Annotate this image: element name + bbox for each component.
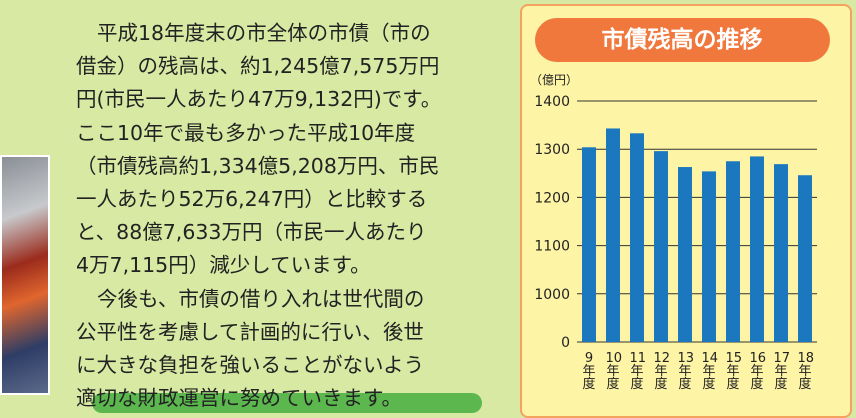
x-tick-label: 9年度	[582, 352, 597, 391]
x-tick-label: 16年度	[750, 352, 765, 391]
bar	[750, 156, 764, 342]
chart: 市債残高の推移 （億円） 0 1000 1100 1200 1300 1400	[0, 0, 856, 401]
x-tick-label: 10年度	[606, 352, 621, 391]
y-tick-label: 1300	[534, 142, 570, 158]
x-tick-label: 11年度	[630, 352, 645, 391]
bar	[582, 147, 596, 342]
y-tick-label: 1100	[534, 239, 570, 255]
x-tick-label: 17年度	[774, 352, 789, 391]
x-tick-label: 15年度	[726, 352, 741, 391]
y-tick-label: 1000	[534, 287, 570, 303]
bar	[654, 151, 668, 342]
bar	[774, 164, 788, 342]
bar	[798, 175, 812, 342]
bar	[630, 133, 644, 342]
x-tick-label: 18年度	[798, 352, 813, 391]
bar	[702, 171, 716, 342]
chart-title: 市債残高の推移	[602, 26, 763, 53]
x-tick-label: 14年度	[702, 352, 717, 391]
y-tick-label: 1400	[534, 94, 570, 110]
page: 平成18年度末の市全体の市債（市の借金）の残高は、約1,245億7,575万円円…	[0, 0, 856, 401]
y-tick-label: 1200	[534, 190, 570, 206]
x-tick-label: 12年度	[654, 352, 669, 391]
bar	[606, 128, 620, 342]
x-tick-label: 13年度	[678, 352, 693, 391]
y-tick-label: 0	[561, 335, 570, 351]
y-unit: （億円）	[530, 73, 578, 87]
bar	[678, 167, 692, 342]
bar	[726, 161, 740, 342]
